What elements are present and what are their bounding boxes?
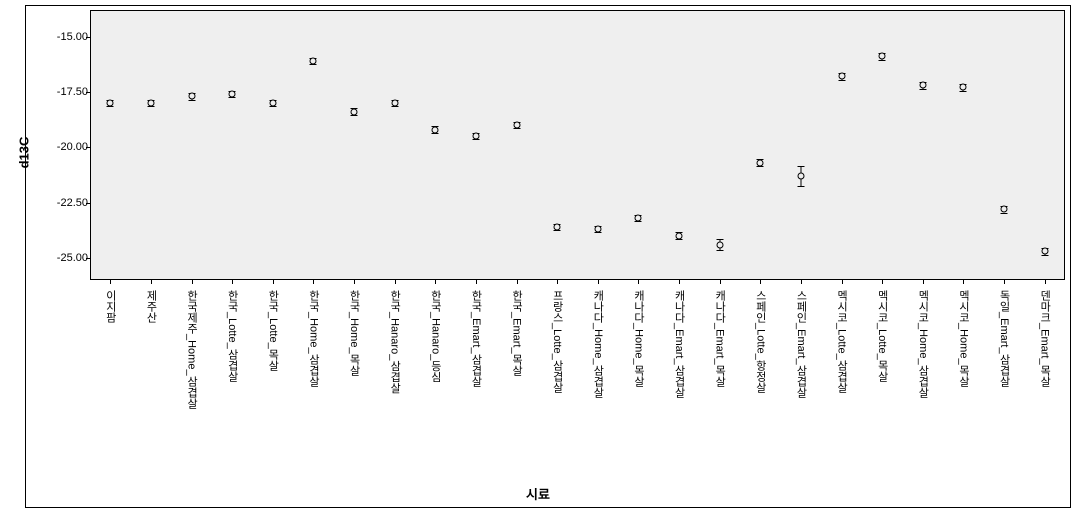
data-point [919,82,926,89]
data-point [1001,206,1008,213]
x-tick-label: 캐나다_Home_목살 [630,290,646,387]
data-point [269,99,276,106]
x-tick-mark [354,280,355,284]
data-point [391,99,398,106]
x-tick-label: 멕시코_Home_목살 [955,290,971,387]
x-tick-mark [435,280,436,284]
y-tick-mark [86,203,90,204]
x-tick-mark [801,280,802,284]
chart-container: d13C 시료 -15.00 -17.50 -20.00 -22.50 -25.00 이지… [0,0,1076,513]
y-axis-label: d13C [16,137,31,169]
x-tick-mark [557,280,558,284]
y-tick-label: -25.00 [38,252,88,264]
x-tick-mark [963,280,964,284]
x-tick-label: 멕시코_Lotte_삼겹살 [834,290,850,393]
y-tick-label: -20.00 [38,141,88,153]
x-tick-mark [110,280,111,284]
x-tick-label: 프랑스_Lotte_삼겹살 [549,290,565,393]
x-tick-label: 캐나다_Emart_삼겹살 [671,290,687,398]
x-tick-label: 한국_Home_삼겹살 [305,290,321,387]
x-tick-label: 스페인_Emart_삼겹살 [793,290,809,398]
error-cap [716,250,723,251]
data-point [554,223,561,230]
data-point [472,133,479,140]
data-point [1041,248,1048,255]
x-tick-label: 캐나다_Home_삼겹살 [590,290,606,398]
x-tick-mark [842,280,843,284]
x-tick-mark [679,280,680,284]
x-tick-mark [720,280,721,284]
x-tick-mark [1004,280,1005,284]
y-tick-mark [86,258,90,259]
x-tick-mark [192,280,193,284]
x-tick-mark [517,280,518,284]
data-point [757,159,764,166]
x-tick-mark [313,280,314,284]
x-tick-label: 한국_Lotte_삼겹살 [224,290,240,382]
x-tick-label: 스페인_Lotte_항정살 [752,290,768,393]
x-tick-mark [638,280,639,284]
plot-area [90,10,1065,280]
data-point [107,99,114,106]
x-tick-mark [476,280,477,284]
data-point [716,241,723,248]
x-tick-mark [273,280,274,284]
x-tick-label: 한국_Emart_삼겹살 [468,290,484,387]
data-point [960,84,967,91]
error-cap [716,239,723,240]
x-tick-label: 멕시코_Home_삼겹살 [915,290,931,398]
x-tick-mark [1045,280,1046,284]
data-point [188,93,195,100]
x-tick-mark [760,280,761,284]
x-tick-mark [882,280,883,284]
data-point [229,91,236,98]
x-tick-label: 한국_Emart_목살 [509,290,525,376]
x-axis-label: 시료 [0,484,1076,503]
x-tick-label: 한국_Home_목살 [346,290,362,376]
x-tick-label: 한국_Lotte_목살 [265,290,281,371]
y-tick-label: -17.50 [38,86,88,98]
y-tick-mark [86,37,90,38]
x-tick-label: 멕시코_Lotte_목살 [874,290,890,382]
x-tick-mark [923,280,924,284]
x-tick-label: 덴마크_Emart_목살 [1037,290,1053,387]
y-tick-label: -15.00 [38,31,88,43]
x-tick-label: 이지팜 [102,290,118,323]
x-tick-mark [395,280,396,284]
x-tick-label: 한국_Hanaro_삼겹살 [387,290,403,393]
data-point [310,57,317,64]
x-tick-label: 캐나다_Emart_목살 [712,290,728,387]
data-point [594,226,601,233]
data-point [432,126,439,133]
data-point [797,172,804,179]
y-tick-mark [86,147,90,148]
y-tick-mark [86,92,90,93]
x-tick-label: 한국_Hanaro_등심 [427,290,443,382]
error-cap [797,186,804,187]
data-point [838,73,845,80]
x-tick-mark [598,280,599,284]
data-point [351,108,358,115]
data-point [635,215,642,222]
data-point [147,99,154,106]
data-point [513,122,520,129]
data-point [676,232,683,239]
x-tick-mark [151,280,152,284]
x-tick-label: 제주산 [143,290,159,323]
x-tick-label: 한국제주_Home_삼겹살 [184,290,200,409]
x-tick-mark [232,280,233,284]
data-point [879,53,886,60]
y-tick-label: -22.50 [38,197,88,209]
error-cap [797,166,804,167]
x-tick-label: 독일_Emart_삼겹살 [996,290,1012,387]
